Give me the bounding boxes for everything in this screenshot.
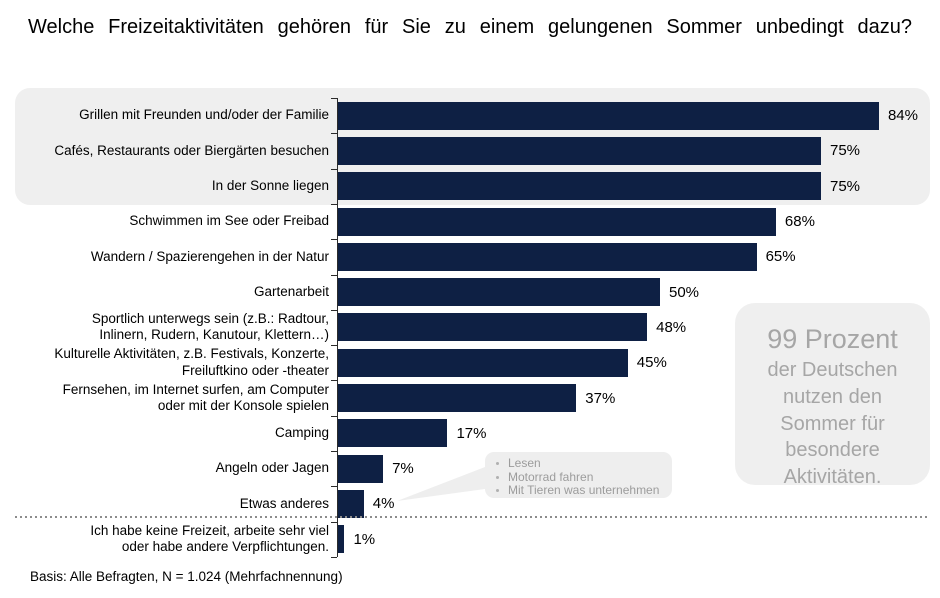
axis-tick (331, 274, 337, 276)
category-label: Angeln oder Jagen (215, 460, 329, 476)
highlight-note-box: 99 Prozent der Deutschen nutzen den Somm… (735, 303, 930, 488)
category-label: Ich habe keine Freizeit, arbeite sehr vi… (90, 522, 329, 555)
bullet-icon (496, 489, 499, 493)
category-label: Cafés, Restaurants oder Biergärten besuc… (54, 142, 329, 158)
axis-tick (331, 486, 337, 488)
bar (338, 313, 648, 342)
chart-row: Gartenarbeit 50% (15, 275, 930, 310)
callout-item: Lesen (491, 456, 664, 471)
value-label: 84% (887, 107, 918, 125)
value-label: 1% (353, 530, 376, 548)
value-label: 48% (656, 318, 687, 336)
bar (338, 419, 448, 448)
bar (338, 207, 776, 236)
category-axis-line (337, 98, 338, 557)
category-label: Fernsehen, im Internet surfen, am Comput… (62, 381, 329, 414)
bar (338, 348, 628, 377)
note-body: der Deutschen nutzen den Sommer für beso… (767, 359, 898, 488)
category-label: In der Sonne liegen (211, 178, 329, 193)
value-label: 65% (765, 248, 796, 266)
chart-row: Camping 17% (15, 416, 930, 451)
value-label: 4% (372, 495, 395, 513)
chart-row: Schwimmen im See oder Freibad 68% (15, 204, 930, 239)
category-label: Camping (274, 425, 329, 441)
bar (338, 489, 364, 518)
category-label: Schwimmen im See oder Freibad (129, 213, 329, 229)
axis-tick (331, 380, 337, 382)
callout-item: Mit Tieren was unternehmen (491, 483, 664, 498)
axis-tick (331, 203, 337, 205)
bar (338, 384, 577, 413)
chart-row: Kulturelle Aktivitäten, z.B. Festivals, … (15, 345, 930, 380)
axis-tick (331, 98, 337, 99)
axis-tick (331, 345, 337, 347)
bullet-icon (496, 475, 499, 479)
callout-tail (397, 467, 485, 501)
axis-tick (331, 521, 337, 523)
callout-list: Lesen Motorrad fahren Mit Tieren was unt… (491, 456, 664, 498)
callout-item: Motorrad fahren (491, 469, 664, 485)
bullet-icon (496, 462, 499, 466)
value-label: 7% (392, 460, 414, 478)
chart-row: Fernsehen, im Internet surfen, am Comput… (15, 380, 930, 415)
chart-row: Angeln oder Jagen 7% (15, 451, 930, 486)
chart-row: Cafés, Restaurants oder Biergärten besuc… (15, 133, 930, 168)
note-headline: 99 Prozent (767, 324, 898, 354)
category-label: Wandern / Spazierengehen in der Natur (90, 248, 329, 264)
bar (338, 136, 821, 165)
bar (338, 172, 821, 201)
value-label: 45% (636, 354, 667, 372)
callout-box: Lesen Motorrad fahren Mit Tieren was unt… (485, 452, 672, 498)
value-label: 17% (456, 424, 487, 442)
chart-row: Sportlich unterwegs sein (z.B.: Radtour,… (15, 310, 930, 345)
bar (338, 278, 660, 307)
category-label: Kulturelle Aktivitäten, z.B. Festivals, … (54, 346, 329, 378)
basis-note: Basis: Alle Befragten, N = 1.024 (Mehrfa… (30, 569, 343, 584)
value-label: 37% (585, 389, 616, 407)
chart-row: Grillen mit Freunden und/oder der Famili… (15, 98, 930, 133)
axis-tick (331, 168, 337, 170)
callout-item-label: Motorrad fahren (508, 469, 594, 484)
category-label: Sportlich unterwegs sein (z.B.: Radtour,… (91, 310, 329, 343)
separator-dotted-line (15, 516, 930, 518)
axis-tick (331, 309, 337, 311)
bar (338, 454, 384, 483)
value-label: 68% (784, 213, 815, 231)
category-label: Etwas anderes (239, 495, 329, 511)
category-label: Gartenarbeit (253, 283, 329, 299)
axis-tick (331, 556, 337, 558)
chart-row: Wandern / Spazierengehen in der Natur 65% (15, 239, 930, 274)
axis-tick (331, 415, 337, 417)
category-label: Grillen mit Freunden und/oder der Famili… (79, 107, 329, 123)
bar-chart: Grillen mit Freunden und/oder der Famili… (15, 88, 930, 563)
chart-row: In der Sonne liegen 75% (15, 169, 930, 204)
axis-tick (331, 133, 337, 135)
callout-item-label: Lesen (508, 456, 541, 470)
axis-tick (331, 239, 337, 241)
bar (338, 242, 757, 271)
chart-row: Etwas anderes 4% (15, 486, 930, 521)
bar (338, 525, 345, 554)
axis-tick (331, 451, 337, 452)
callout-item-label: Mit Tieren was unternehmen (508, 483, 660, 497)
value-label: 75% (830, 177, 861, 195)
chart-row: Ich habe keine Freizeit, arbeite sehr vi… (15, 522, 930, 557)
value-label: 50% (669, 283, 700, 301)
chart-title: Welche Freizeitaktivitäten gehören für S… (28, 16, 912, 38)
bar (338, 101, 879, 130)
value-label: 75% (830, 142, 861, 160)
